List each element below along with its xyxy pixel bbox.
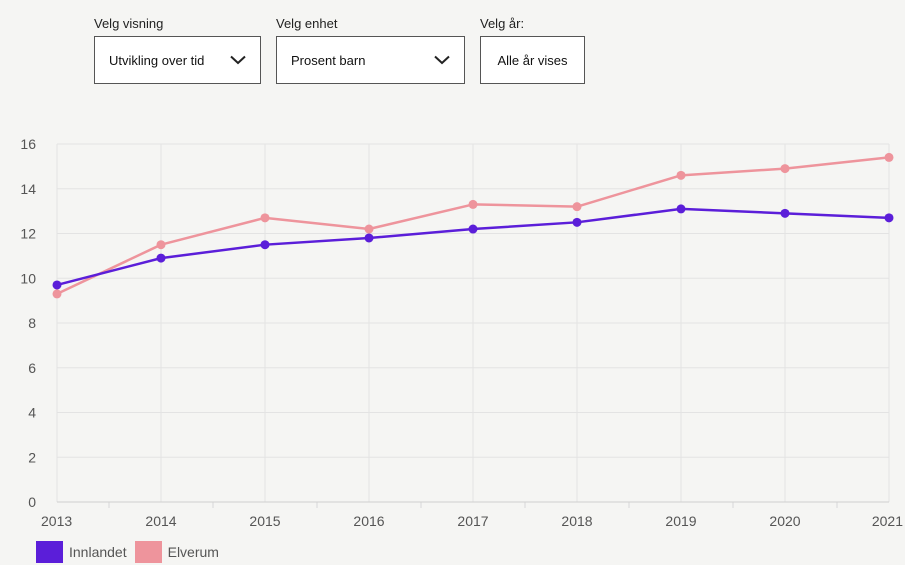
data-point-innlandet (780, 208, 790, 218)
data-point-innlandet (884, 213, 894, 223)
aar-button[interactable]: Alle år vises (480, 36, 585, 84)
data-point-elverum (52, 289, 62, 299)
controls-bar: Velg visning Utvikling over tid Velg enh… (0, 0, 905, 90)
x-tick-label: 2016 (353, 513, 384, 529)
visning-value: Utvikling over tid (109, 52, 205, 68)
legend-swatch-elverum (134, 541, 162, 563)
visning-label: Velg visning (94, 16, 164, 31)
y-tick-label: 8 (28, 315, 36, 331)
data-point-innlandet (156, 253, 166, 263)
enhet-value: Prosent barn (291, 52, 366, 68)
y-tick-label: 10 (20, 270, 36, 286)
aar-control: Velg år: Alle år vises (480, 16, 585, 84)
x-tick-label: 2020 (769, 513, 800, 529)
data-point-innlandet (572, 217, 582, 227)
aar-value: Alle år vises (497, 52, 568, 68)
data-point-elverum (468, 199, 478, 209)
enhet-select[interactable]: Prosent barn (276, 36, 465, 84)
y-tick-label: 6 (28, 360, 36, 376)
y-axis: 0 2 4 6 8 10 12 14 16 (20, 136, 36, 510)
y-tick-label: 14 (20, 181, 36, 197)
data-point-elverum (884, 152, 894, 162)
y-tick-label: 4 (28, 405, 36, 421)
legend: Innlandet Elverum (36, 541, 227, 563)
data-point-innlandet (676, 204, 686, 214)
x-tick-label: 2021 (872, 513, 903, 529)
data-point-innlandet (364, 233, 374, 243)
data-point-innlandet (260, 240, 270, 250)
y-tick-label: 12 (20, 226, 36, 242)
y-tick-label: 2 (28, 449, 36, 465)
x-tick-label: 2017 (457, 513, 488, 529)
data-point-innlandet (468, 224, 478, 234)
data-point-elverum (156, 240, 166, 250)
chevron-down-icon (434, 55, 450, 65)
data-point-elverum (780, 164, 790, 174)
x-tick-label: 2018 (561, 513, 592, 529)
legend-label-innlandet: Innlandet (69, 544, 127, 560)
x-tick-label: 2013 (41, 513, 72, 529)
legend-label-elverum: Elverum (167, 544, 219, 560)
visning-select[interactable]: Utvikling over tid (94, 36, 261, 84)
visning-control: Velg visning Utvikling over tid (94, 16, 261, 84)
grid (56, 143, 890, 508)
data-point-innlandet (52, 280, 62, 290)
chevron-down-icon (230, 55, 246, 65)
data-point-elverum (676, 170, 686, 180)
enhet-control: Velg enhet Prosent barn (276, 16, 465, 84)
legend-item-elverum[interactable]: Elverum (134, 541, 219, 563)
x-tick-label: 2014 (145, 513, 176, 529)
x-tick-label: 2019 (665, 513, 696, 529)
data-point-elverum (572, 202, 582, 212)
series-group (52, 152, 894, 299)
x-tick-label: 2015 (249, 513, 280, 529)
x-axis: 2013 2014 2015 2016 2017 2018 2019 2020 2021 (41, 513, 903, 529)
legend-item-innlandet[interactable]: Innlandet (36, 541, 127, 563)
legend-swatch-innlandet (36, 541, 63, 563)
y-tick-label: 16 (20, 136, 36, 152)
data-point-elverum (364, 224, 374, 234)
aar-label: Velg år: (480, 16, 525, 31)
data-point-elverum (260, 213, 270, 223)
enhet-label: Velg enhet (276, 16, 338, 31)
y-tick-label: 0 (28, 494, 36, 510)
